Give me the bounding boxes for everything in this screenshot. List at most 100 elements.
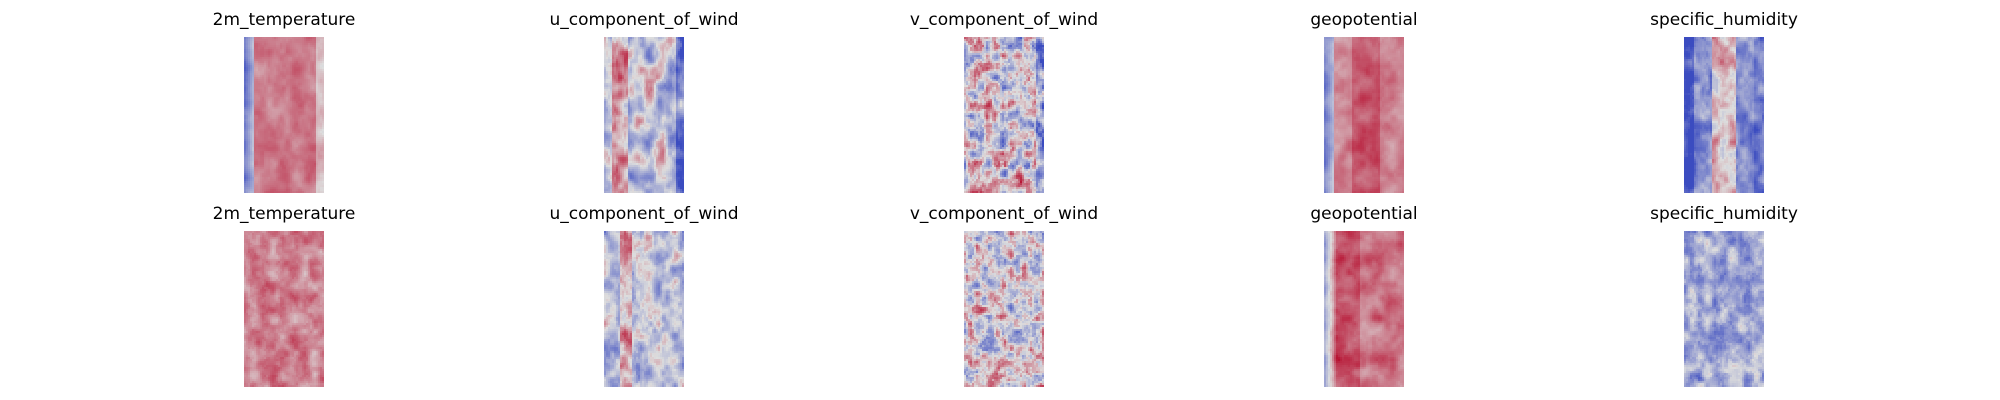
heatmap-cell bbox=[260, 167, 263, 170]
heatmap-cell bbox=[244, 135, 247, 138]
heatmap-cell bbox=[630, 39, 633, 42]
heatmap-cell bbox=[604, 93, 607, 96]
heatmap-cell bbox=[642, 41, 645, 44]
heatmap-cell bbox=[312, 43, 315, 46]
heatmap-cell bbox=[250, 45, 253, 48]
heatmap-cell bbox=[316, 185, 319, 188]
heatmap-cell bbox=[246, 75, 249, 78]
heatmap-cell bbox=[638, 87, 641, 90]
heatmap-cell bbox=[310, 71, 313, 74]
heatmap-cell bbox=[642, 85, 645, 88]
heatmap-cell bbox=[278, 91, 281, 94]
heatmap-cell bbox=[302, 37, 305, 40]
heatmap-cell bbox=[670, 81, 673, 84]
heatmap-cell bbox=[262, 45, 265, 48]
heatmap-cell bbox=[606, 53, 609, 56]
heatmap-cell bbox=[644, 65, 647, 68]
heatmap-cell bbox=[322, 139, 324, 142]
heatmap-cell bbox=[320, 129, 323, 132]
heatmap-cell bbox=[292, 189, 295, 192]
heatmap-cell bbox=[650, 93, 653, 96]
heatmap-cell bbox=[302, 135, 305, 138]
heatmap-cell bbox=[656, 93, 659, 96]
heatmap-cell bbox=[294, 165, 297, 168]
heatmap-cell bbox=[636, 103, 639, 106]
heatmap-cell bbox=[294, 127, 297, 130]
heatmap-cell bbox=[270, 147, 273, 150]
heatmap-cell bbox=[614, 39, 617, 42]
heatmap-cell bbox=[622, 113, 625, 116]
heatmap-cell bbox=[292, 131, 295, 134]
heatmap-cell bbox=[660, 41, 663, 44]
heatmap-cell bbox=[608, 43, 611, 46]
heatmap-cell bbox=[270, 101, 273, 104]
heatmap-cell bbox=[318, 99, 321, 102]
heatmap-cell bbox=[286, 115, 289, 118]
heatmap-cell bbox=[316, 67, 319, 70]
heatmap-cell bbox=[322, 143, 324, 146]
heatmap-cell bbox=[616, 123, 619, 126]
heatmap-cell bbox=[314, 139, 317, 142]
heatmap-cell bbox=[302, 61, 305, 64]
heatmap-cell bbox=[322, 51, 324, 54]
heatmap-cell bbox=[654, 81, 657, 84]
heatmap-cell bbox=[282, 177, 285, 180]
heatmap-cell bbox=[256, 67, 259, 70]
heatmap-cell bbox=[314, 175, 317, 178]
heatmap-cell bbox=[680, 47, 683, 50]
heatmap-cell bbox=[260, 151, 263, 154]
heatmap-cell bbox=[278, 69, 281, 72]
heatmap-cell bbox=[274, 163, 277, 166]
heatmap-cell bbox=[648, 79, 651, 82]
heatmap-cell bbox=[318, 177, 321, 180]
heatmap-cell bbox=[322, 79, 324, 82]
heatmap-cell bbox=[616, 119, 619, 122]
heatmap-cell bbox=[306, 157, 309, 160]
heatmap-cell bbox=[316, 137, 319, 140]
heatmap-cell bbox=[298, 137, 301, 140]
heatmap-cell bbox=[250, 71, 253, 74]
heatmap-cell bbox=[634, 61, 637, 64]
heatmap-cell bbox=[616, 67, 619, 70]
heatmap-cell bbox=[250, 57, 253, 60]
heatmap-cell bbox=[638, 95, 641, 98]
heatmap-cell bbox=[620, 111, 623, 114]
heatmap-cell bbox=[252, 181, 255, 184]
heatmap-cell bbox=[678, 81, 681, 84]
heatmap-cell bbox=[264, 135, 267, 138]
heatmap-cell bbox=[268, 59, 271, 62]
heatmap-cell bbox=[294, 157, 297, 160]
heatmap-cell bbox=[244, 71, 247, 74]
heatmap-cell bbox=[286, 55, 289, 58]
heatmap-cell bbox=[296, 63, 299, 66]
heatmap-cell bbox=[282, 87, 285, 90]
heatmap-cell bbox=[302, 47, 305, 50]
heatmap-cell bbox=[266, 133, 269, 136]
heatmap-cell bbox=[310, 149, 313, 152]
heatmap-cell bbox=[266, 185, 269, 188]
heatmap-cell bbox=[616, 81, 619, 84]
heatmap-cell bbox=[250, 129, 253, 132]
heatmap-cell bbox=[682, 123, 684, 126]
heatmap-cell bbox=[250, 175, 253, 178]
heatmap-cell bbox=[624, 55, 627, 58]
heatmap-cell bbox=[294, 47, 297, 50]
heatmap-cell bbox=[672, 85, 675, 88]
heatmap-cell bbox=[284, 109, 287, 112]
heatmap-cell bbox=[288, 129, 291, 132]
heatmap-cell bbox=[302, 59, 305, 62]
heatmap-cell bbox=[278, 177, 281, 180]
heatmap-cell bbox=[266, 177, 269, 180]
heatmap-cell bbox=[274, 45, 277, 48]
heatmap-cell bbox=[276, 65, 279, 68]
heatmap-cell bbox=[270, 189, 273, 192]
heatmap-cell bbox=[254, 173, 257, 176]
heatmap-cell bbox=[258, 37, 261, 40]
heatmap-cell bbox=[654, 127, 657, 130]
heatmap-cell bbox=[320, 53, 323, 56]
heatmap-cell bbox=[260, 43, 263, 46]
heatmap-cell bbox=[620, 89, 623, 92]
heatmap-cell bbox=[286, 63, 289, 66]
heatmap-cell bbox=[294, 115, 297, 118]
heatmap-cell bbox=[322, 57, 324, 60]
